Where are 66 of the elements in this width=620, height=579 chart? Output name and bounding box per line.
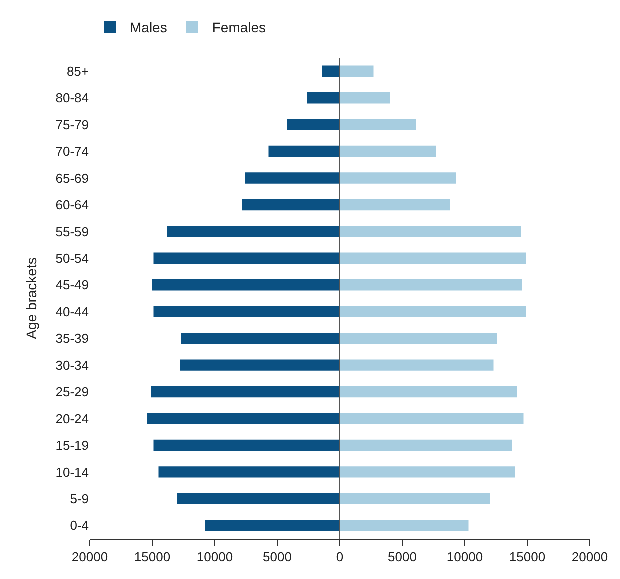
y-tick-label: 75-79 xyxy=(56,117,89,132)
bar xyxy=(242,199,340,211)
y-tick-label: 65-69 xyxy=(56,170,89,186)
x-tick-label: 5000 xyxy=(263,550,292,565)
x-tick-label: 5000 xyxy=(388,550,417,565)
x-tick-label: 10000 xyxy=(196,550,234,565)
bar xyxy=(340,92,390,104)
legend-label: Males xyxy=(130,20,168,36)
bar xyxy=(340,360,494,371)
bar xyxy=(340,332,498,344)
bar xyxy=(340,146,436,158)
bar xyxy=(181,332,340,344)
bar xyxy=(340,466,515,478)
y-tick-label: 40-44 xyxy=(56,304,89,320)
y-tick-label: 85+ xyxy=(66,64,89,79)
y-tick-label: 55-59 xyxy=(56,224,89,240)
bar xyxy=(154,306,340,318)
y-tick-label: 20-24 xyxy=(56,411,89,426)
bar xyxy=(154,440,340,452)
bar xyxy=(152,280,340,291)
bar xyxy=(268,146,340,158)
y-tick-label: 30-34 xyxy=(56,358,89,373)
y-tick-label: 25-29 xyxy=(56,384,89,400)
bar xyxy=(308,92,340,104)
bar xyxy=(340,252,526,264)
bar xyxy=(340,280,522,291)
x-tick-label: 20000 xyxy=(572,550,608,565)
bar xyxy=(178,493,340,505)
y-tick-label: 15-19 xyxy=(56,438,89,454)
bar xyxy=(340,520,469,532)
bar xyxy=(205,520,340,532)
bar xyxy=(288,119,340,130)
y-tick-label: 50-54 xyxy=(56,250,89,266)
bar xyxy=(168,226,340,238)
bar xyxy=(340,119,416,130)
x-tick-label: 20000 xyxy=(72,550,108,565)
x-tick-label: 10000 xyxy=(446,550,484,565)
x-tick-label: 15000 xyxy=(509,550,546,565)
y-tick-label: 5-9 xyxy=(70,491,89,506)
bar xyxy=(245,172,340,184)
bar xyxy=(340,493,490,505)
legend-label: Females xyxy=(212,20,266,36)
y-tick-label: 35-39 xyxy=(56,331,89,346)
y-tick-label: 80-84 xyxy=(56,90,89,106)
bar xyxy=(158,466,340,478)
bar xyxy=(340,306,526,318)
bar xyxy=(180,360,340,371)
bar xyxy=(148,413,340,424)
bar xyxy=(154,252,340,264)
bar xyxy=(340,199,450,211)
bar xyxy=(340,413,524,424)
y-tick-label: 60-64 xyxy=(56,198,89,213)
bar xyxy=(340,386,518,398)
x-tick-label: 15000 xyxy=(134,550,171,565)
bar xyxy=(340,66,374,77)
y-axis-title: Age brackets xyxy=(23,258,40,340)
y-tick-label: 45-49 xyxy=(56,278,89,293)
bar xyxy=(151,386,340,398)
y-tick-label: 10-14 xyxy=(56,464,89,480)
bar xyxy=(340,440,512,452)
bar xyxy=(340,172,456,184)
bar xyxy=(340,226,522,238)
x-tick-label: 0 xyxy=(336,550,344,565)
y-tick-label: 70-74 xyxy=(56,144,89,160)
y-tick-label: 0-4 xyxy=(70,518,89,534)
bar xyxy=(322,66,340,77)
